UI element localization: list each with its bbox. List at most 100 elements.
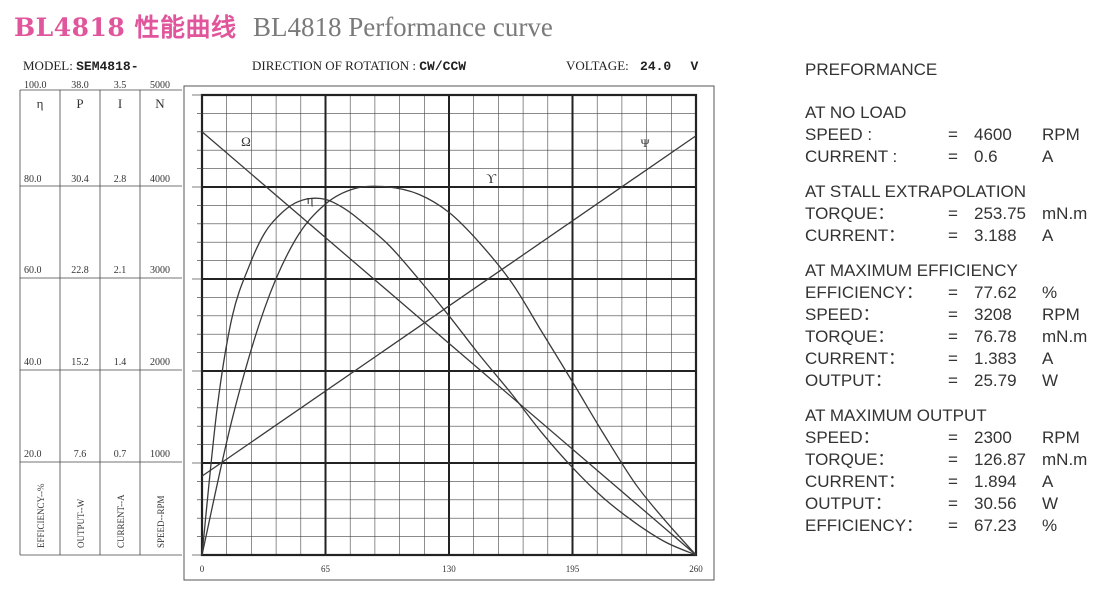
perf-row-value: 67.23 (974, 516, 1017, 535)
scale-tick-label: 2.8 (114, 174, 127, 185)
perf-row: OUTPUT： = 25.79 W (805, 370, 1110, 392)
perf-row-unit: A (1042, 226, 1054, 245)
scale-tick-label: 60.0 (24, 265, 42, 276)
perf-row-value: 25.79 (974, 371, 1017, 390)
scale-tick-label: 1.4 (114, 357, 127, 368)
current-line (201, 135, 697, 477)
scale-column-header: N (155, 96, 165, 111)
perf-row-value: 253.75 (974, 204, 1026, 223)
perf-row-unit: mN.m (1042, 327, 1088, 346)
perf-section-title: AT STALL EXTRAPOLATION (805, 182, 1027, 201)
perf-row-label: EFFICIENCY： (805, 516, 924, 535)
perf-section-title: AT NO LOAD (805, 103, 907, 122)
perf-row-eq: = (948, 349, 958, 368)
perf-section: AT MAXIMUM EFFICIENCY EFFICIENCY： = 77.62% S… (805, 260, 1110, 392)
perf-row-unit: % (1042, 283, 1058, 302)
perf-row-eq: = (948, 147, 958, 166)
perf-row: TORQUE： = 253.75 mN.m (805, 203, 1110, 225)
scale-column-header: η (37, 96, 44, 111)
perf-row-eq: = (948, 327, 958, 346)
perf-row-eq: = (948, 371, 958, 390)
perf-row-value: 126.87 (974, 450, 1026, 469)
perf-row-unit: mN.m (1042, 450, 1088, 469)
perf-row: TORQUE： = 76.78 mN.m (805, 326, 1110, 348)
current-curve-label: Ψ (641, 136, 650, 150)
scale-tick-label: 7.6 (74, 449, 87, 460)
scale-axis-label: CURRENT--A (116, 494, 126, 548)
x-tick-label: 65 (321, 564, 331, 574)
perf-row-label: CURRENT : (805, 147, 898, 166)
output-curve-label: ϒ (486, 172, 497, 187)
scale-tick-label: 20.0 (24, 449, 42, 460)
perf-row-eq: = (948, 516, 958, 535)
scale-tick-label: 2.1 (114, 265, 127, 276)
perf-row-value: 3208 (974, 305, 1012, 324)
perf-row-label: CURRENT： (805, 349, 906, 368)
perf-row-eq: = (948, 125, 958, 144)
perf-row-unit: RPM (1042, 125, 1080, 144)
perf-row: SPEED : = 4600 RPM (805, 124, 1110, 146)
perf-row-value: 3.188 (974, 226, 1017, 245)
performance-heading: PREFORMANCE (805, 60, 938, 79)
perf-row-label: SPEED： (805, 305, 880, 324)
perf-section: AT STALL EXTRAPOLATION TORQUE： = 253.75 mN.m… (805, 181, 1110, 247)
model-value: SEM4818- (76, 59, 139, 74)
perf-row-eq: = (948, 283, 958, 302)
perf-section: AT NO LOAD SPEED : = 4600 RPM CURRENT : = 0.6 A (805, 102, 1110, 168)
perf-row: OUTPUT： = 30.56 W (805, 493, 1110, 515)
perf-row: SPEED： = 2300 RPM (805, 427, 1110, 449)
scale-tick-label: 100.0 (24, 80, 47, 91)
performance-panel: PREFORMANCE AT NO LOAD SPEED : = 4600 RPM CUR… (805, 60, 1110, 550)
scale-column-header: I (118, 96, 122, 111)
perf-row-label: TORQUE： (805, 204, 895, 223)
perf-row-value: 77.62 (974, 283, 1017, 302)
scale-tick-label: 1000 (150, 449, 170, 460)
perf-row-label: CURRENT： (805, 472, 906, 491)
x-tick-label: 195 (566, 564, 580, 574)
page-title: BL4818 性能曲线 BL4818 Performance curve (14, 8, 553, 42)
scale-tick-label: 3000 (150, 265, 170, 276)
scale-axis-label: SPEED--RPM (156, 495, 166, 548)
scale-axis-label: OUTPUT--W (76, 498, 86, 548)
scale-column-header: P (76, 96, 83, 111)
perf-section-title: AT MAXIMUM OUTPUT (805, 406, 987, 425)
perf-row-unit: A (1042, 472, 1054, 491)
efficiency-curve (201, 197, 697, 556)
perf-row-unit: W (1042, 494, 1059, 513)
perf-row-eq: = (948, 494, 958, 513)
scale-tick-label: 3.5 (114, 80, 127, 91)
scale-axis-label: EFFICIENCY--% (36, 483, 46, 548)
scale-tick-label: 80.0 (24, 174, 42, 185)
perf-row-eq: = (948, 305, 958, 324)
perf-row-eq: = (948, 226, 958, 245)
perf-row-unit: A (1042, 147, 1054, 166)
perf-row-label: CURRENT： (805, 226, 906, 245)
rotation-label: DIRECTION OF ROTATION : (252, 58, 416, 73)
perf-row-value: 0.6 (974, 147, 998, 166)
plot-area-border (200, 93, 698, 557)
model-label: MODEL: (23, 58, 73, 73)
x-tick-label: 260 (689, 564, 703, 574)
perf-row-value: 76.78 (974, 327, 1017, 346)
scale-tick-label: 38.0 (71, 80, 89, 91)
perf-row-value: 1.894 (974, 472, 1017, 491)
perf-row-unit: RPM (1042, 305, 1080, 324)
perf-row-unit: W (1042, 371, 1059, 390)
perf-row-unit: RPM (1042, 428, 1080, 447)
perf-row-label: TORQUE： (805, 450, 895, 469)
perf-row-label: OUTPUT： (805, 371, 892, 390)
perf-row-eq: = (948, 450, 958, 469)
perf-row-eq: = (948, 204, 958, 223)
perf-row-label: SPEED： (805, 428, 880, 447)
performance-chart: 0 65 130 195 260 100.0 80.0 60.0 40.0 20.0 η EFFICI… (19, 80, 715, 581)
perf-row-value: 30.56 (974, 494, 1017, 513)
output-curve (201, 185, 697, 556)
scale-tick-label: 40.0 (24, 357, 42, 368)
scale-tick-label: 22.8 (71, 265, 89, 276)
title-english: BL4818 Performance curve (252, 12, 553, 42)
perf-row-label: SPEED : (805, 125, 873, 144)
scale-tick-label: 0.7 (114, 449, 127, 460)
rotation-field: DIRECTION OF ROTATION : CW/CCW (252, 58, 466, 74)
perf-section-title: AT MAXIMUM EFFICIENCY (805, 261, 1018, 280)
scale-tick-label: 2000 (150, 357, 170, 368)
